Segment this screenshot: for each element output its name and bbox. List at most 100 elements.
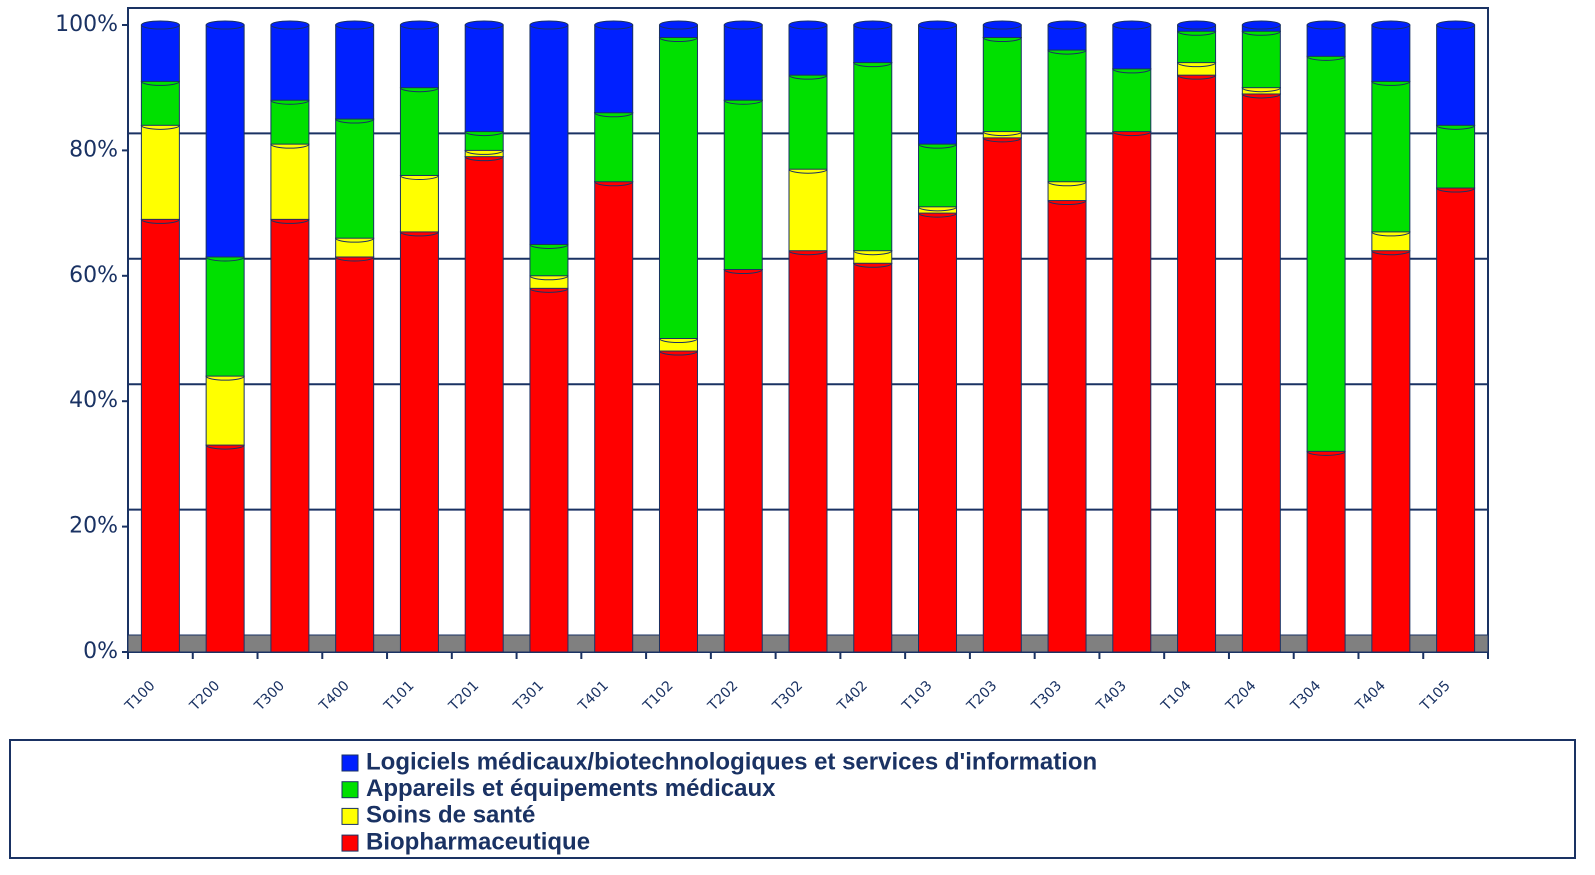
bar-segment xyxy=(723,269,763,653)
bar-segment xyxy=(335,256,375,653)
x-tick-label: T101 xyxy=(381,678,418,715)
bar-segment xyxy=(205,375,245,446)
x-tick-label: T304 xyxy=(1287,678,1324,715)
x-tick-label: T401 xyxy=(575,678,612,715)
bar-segment xyxy=(1306,450,1346,653)
bar-segment xyxy=(594,181,634,653)
legend-swatch xyxy=(341,754,359,772)
y-tick-label: 0% xyxy=(83,639,118,664)
y-tick-label: 80% xyxy=(69,137,118,162)
bar-segment xyxy=(529,24,569,245)
bar-segment xyxy=(853,262,893,653)
x-tick-label: T402 xyxy=(834,678,871,715)
bar-segment xyxy=(140,218,180,653)
bar-segment xyxy=(918,212,958,653)
y-tick-label: 100% xyxy=(55,12,118,37)
legend-label: Appareils et équipements médicaux xyxy=(366,775,776,802)
bar-segment xyxy=(1436,187,1476,653)
bar-segment xyxy=(399,174,439,233)
bar-segment xyxy=(399,231,439,653)
legend-box xyxy=(9,739,1576,859)
x-tick-label: T404 xyxy=(1352,678,1389,715)
bar-segment xyxy=(1371,24,1411,82)
bar-segment xyxy=(918,24,958,145)
segment-edge xyxy=(335,20,375,30)
segment-edge xyxy=(140,20,180,30)
x-tick-label: T301 xyxy=(510,678,547,715)
bar-segment xyxy=(464,156,504,653)
segment-edge xyxy=(1306,20,1346,30)
bar-segment xyxy=(788,74,828,170)
x-tick-label: T403 xyxy=(1093,678,1130,715)
bar-segment xyxy=(1306,55,1346,452)
x-tick-label: T202 xyxy=(704,678,741,715)
x-tick-label: T300 xyxy=(251,678,288,715)
legend-swatch xyxy=(341,807,359,825)
x-tick-label: T400 xyxy=(316,678,353,715)
segment-edge xyxy=(658,20,698,30)
bar-segment xyxy=(1371,80,1411,233)
legend-label: Soins de santé xyxy=(366,802,535,829)
segment-edge xyxy=(1112,20,1152,30)
bar-segment xyxy=(270,24,310,101)
y-tick-label: 20% xyxy=(69,514,118,539)
bar-segment xyxy=(399,24,439,89)
bar-segment xyxy=(335,118,375,239)
bar-segment xyxy=(723,99,763,271)
bar-segment xyxy=(1112,131,1152,653)
x-tick-label: T302 xyxy=(769,678,806,715)
bar-segment xyxy=(788,168,828,252)
bar-segment xyxy=(270,218,310,653)
bar-segment xyxy=(1177,30,1217,64)
segment-edge xyxy=(529,20,569,30)
bar-segment xyxy=(1241,30,1281,89)
bar-segment xyxy=(270,99,310,145)
bar-segment xyxy=(982,137,1022,653)
bar-segment xyxy=(982,37,1022,133)
bar-segment xyxy=(464,24,504,133)
segment-edge xyxy=(399,20,439,30)
x-tick-label: T303 xyxy=(1028,678,1065,715)
bar-segment xyxy=(529,287,569,653)
bar-segment xyxy=(1436,24,1476,126)
bar-segment xyxy=(1112,68,1152,133)
segment-edge xyxy=(1177,20,1217,30)
bar-segment xyxy=(205,256,245,377)
x-tick-label: T104 xyxy=(1158,678,1195,715)
x-tick-label: T102 xyxy=(640,678,677,715)
bar-segment xyxy=(853,62,893,252)
bar-segment xyxy=(853,24,893,64)
bar-segment xyxy=(918,143,958,208)
bar-segment xyxy=(529,243,569,277)
segment-edge xyxy=(1436,20,1476,30)
bar-segment xyxy=(270,143,310,220)
segment-edge xyxy=(464,20,504,30)
bar-segment xyxy=(1177,74,1217,653)
bar-segment xyxy=(1241,93,1281,653)
bar-segment xyxy=(1306,24,1346,57)
bar-segment xyxy=(594,112,634,183)
bar-segment xyxy=(788,250,828,653)
segment-edge xyxy=(853,20,893,30)
bar-segment xyxy=(1047,200,1087,653)
bar-segment xyxy=(1371,250,1411,653)
segment-edge xyxy=(788,20,828,30)
bar-segment xyxy=(399,87,439,176)
segment-edge xyxy=(270,20,310,30)
segment-edge xyxy=(1047,20,1087,30)
legend-label: Biopharmaceutique xyxy=(366,828,590,855)
bar-segment xyxy=(205,24,245,258)
bar-segment xyxy=(205,444,245,653)
x-tick-label: T203 xyxy=(963,678,1000,715)
segment-edge xyxy=(918,20,958,30)
segment-edge xyxy=(1371,20,1411,30)
bar-segment xyxy=(335,24,375,120)
legend-swatch xyxy=(341,781,359,799)
x-tick-label: T105 xyxy=(1417,678,1454,715)
segment-edge xyxy=(1241,20,1281,30)
y-tick-label: 40% xyxy=(69,388,118,413)
bar-segment xyxy=(658,350,698,653)
bar-segment xyxy=(140,24,180,82)
x-tick-label: T200 xyxy=(186,678,223,715)
